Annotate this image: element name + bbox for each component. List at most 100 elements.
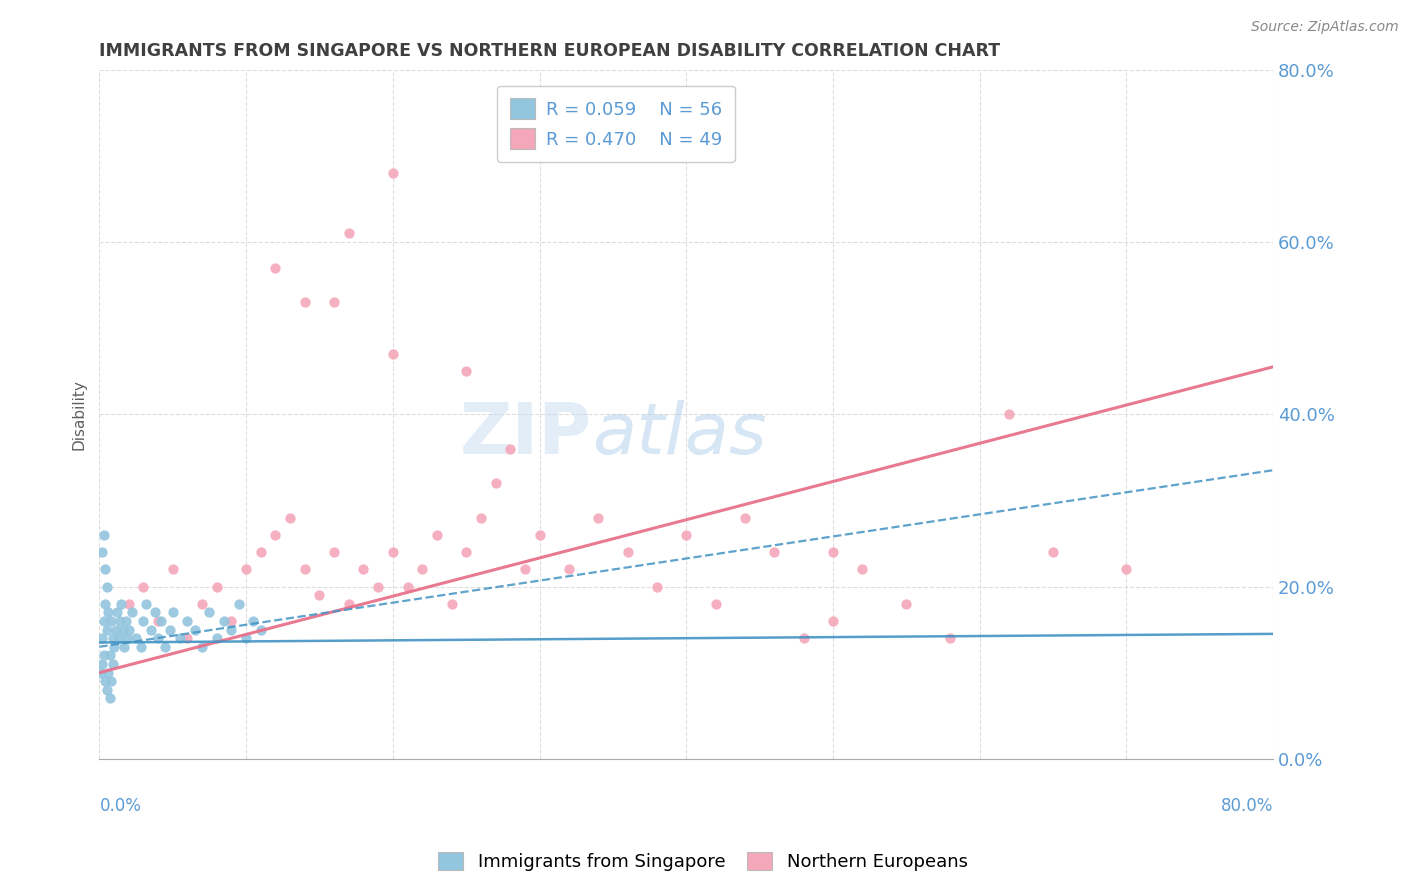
Point — [155, 640, 177, 654]
Point — [139, 623, 162, 637]
Point — [821, 545, 844, 559]
Point — [93, 614, 115, 628]
Point — [645, 580, 668, 594]
Point — [205, 580, 228, 594]
Point — [470, 510, 492, 524]
Point — [264, 528, 287, 542]
Text: 80.0%: 80.0% — [1220, 797, 1272, 814]
Point — [107, 631, 129, 645]
Point — [381, 166, 404, 180]
Point — [426, 528, 449, 542]
Point — [337, 597, 360, 611]
Point — [125, 631, 148, 645]
Point — [146, 631, 169, 645]
Point — [104, 623, 127, 637]
Point — [98, 648, 121, 663]
Point — [939, 631, 962, 645]
Point — [456, 545, 478, 559]
Point — [353, 562, 375, 576]
Point — [212, 614, 235, 628]
Point — [249, 545, 271, 559]
Point — [734, 510, 756, 524]
Point — [1115, 562, 1137, 576]
Point — [221, 623, 243, 637]
Point — [96, 623, 118, 637]
Point — [367, 580, 389, 594]
Point — [198, 605, 221, 619]
Point — [135, 597, 157, 611]
Point — [94, 597, 117, 611]
Point — [90, 665, 112, 680]
Text: IMMIGRANTS FROM SINGAPORE VS NORTHERN EUROPEAN DISABILITY CORRELATION CHART: IMMIGRANTS FROM SINGAPORE VS NORTHERN EU… — [100, 42, 1001, 60]
Point — [100, 674, 122, 689]
Legend: Immigrants from Singapore, Northern Europeans: Immigrants from Singapore, Northern Euro… — [430, 845, 976, 879]
Text: atlas: atlas — [592, 401, 766, 469]
Point — [176, 614, 198, 628]
Point — [176, 631, 198, 645]
Point — [162, 605, 184, 619]
Point — [150, 614, 173, 628]
Point — [235, 631, 257, 645]
Point — [112, 640, 135, 654]
Point — [162, 562, 184, 576]
Point — [513, 562, 536, 576]
Point — [108, 614, 131, 628]
Point — [1042, 545, 1064, 559]
Point — [249, 623, 271, 637]
Point — [228, 597, 250, 611]
Point — [191, 597, 214, 611]
Point — [93, 648, 115, 663]
Point — [323, 295, 346, 310]
Point — [96, 580, 118, 594]
Text: 0.0%: 0.0% — [100, 797, 142, 814]
Point — [111, 623, 134, 637]
Point — [381, 545, 404, 559]
Point — [121, 605, 143, 619]
Point — [101, 657, 124, 671]
Point — [308, 588, 330, 602]
Point — [337, 227, 360, 241]
Point — [159, 623, 181, 637]
Point — [323, 545, 346, 559]
Point — [110, 597, 132, 611]
Point — [146, 614, 169, 628]
Point — [704, 597, 727, 611]
Point — [529, 528, 551, 542]
Point — [294, 562, 316, 576]
Point — [101, 631, 124, 645]
Point — [896, 597, 918, 611]
Y-axis label: Disability: Disability — [72, 379, 86, 450]
Point — [499, 442, 522, 456]
Point — [97, 665, 120, 680]
Legend: R = 0.059    N = 56, R = 0.470    N = 49: R = 0.059 N = 56, R = 0.470 N = 49 — [496, 86, 734, 161]
Point — [129, 640, 152, 654]
Point — [94, 562, 117, 576]
Point — [456, 364, 478, 378]
Point — [96, 682, 118, 697]
Point — [132, 580, 155, 594]
Point — [191, 640, 214, 654]
Point — [94, 674, 117, 689]
Point — [118, 597, 141, 611]
Text: ZIP: ZIP — [460, 401, 592, 469]
Point — [115, 614, 138, 628]
Point — [205, 631, 228, 645]
Point — [169, 631, 191, 645]
Point — [221, 614, 243, 628]
Point — [558, 562, 581, 576]
Point — [411, 562, 433, 576]
Point — [586, 510, 609, 524]
Point — [143, 605, 166, 619]
Point — [793, 631, 815, 645]
Point — [851, 562, 873, 576]
Point — [440, 597, 463, 611]
Point — [118, 623, 141, 637]
Point — [294, 295, 316, 310]
Point — [91, 631, 114, 645]
Point — [675, 528, 697, 542]
Point — [117, 631, 139, 645]
Point — [132, 614, 155, 628]
Point — [381, 347, 404, 361]
Point — [763, 545, 786, 559]
Point — [184, 623, 207, 637]
